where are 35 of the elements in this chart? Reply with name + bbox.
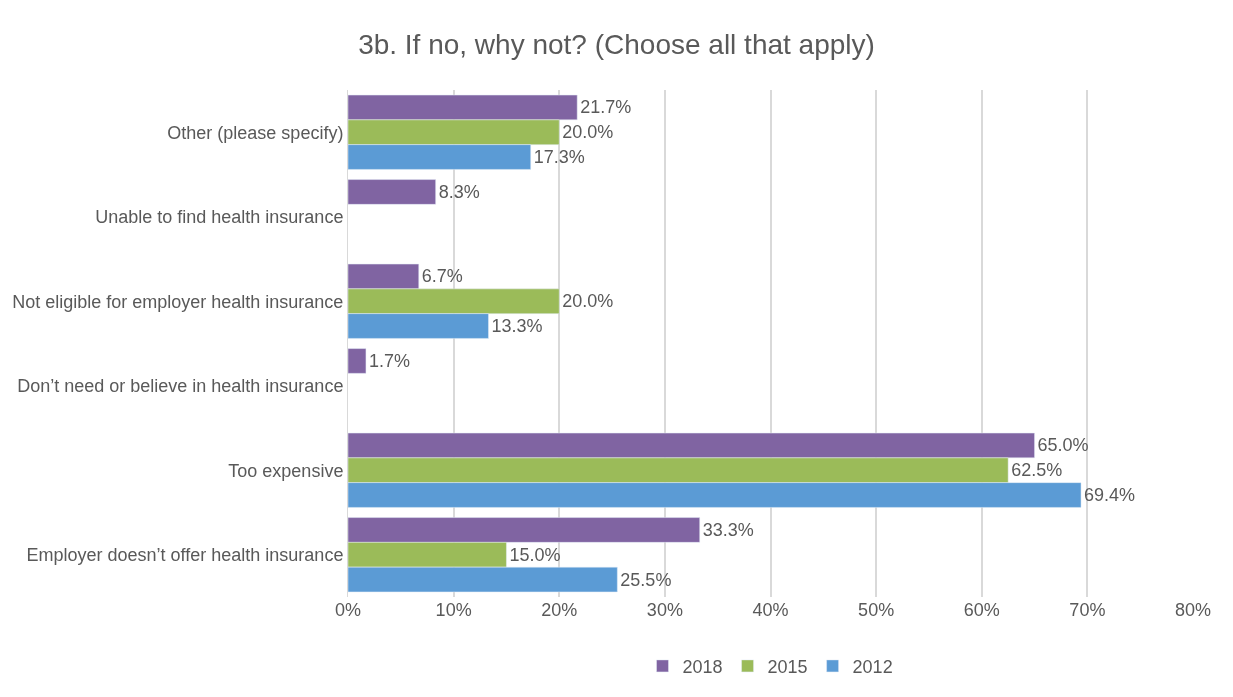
x-tick-label: 40%	[752, 600, 789, 620]
data-label: 8.3%	[438, 181, 480, 202]
data-label: 25.5%	[620, 569, 672, 590]
legend-label: 2018	[682, 656, 723, 677]
bar	[348, 348, 367, 374]
x-tick-label: 0%	[334, 600, 362, 620]
x-tick-label: 20%	[541, 600, 578, 620]
x-tick-label: 50%	[858, 600, 895, 620]
y-tick-label: Other (please specify)	[167, 122, 344, 143]
data-label: 33.3%	[702, 519, 754, 540]
bar	[348, 179, 436, 205]
y-tick-label: Don’t need or believe in health insurance	[17, 376, 344, 397]
data-label: 69.4%	[1084, 485, 1136, 506]
data-label: 62.5%	[1011, 460, 1063, 481]
chart-title: 3b. If no, why not? (Choose all that apply)	[358, 29, 875, 61]
x-tick-label: 60%	[963, 600, 1000, 620]
y-tick-label: Employer doesn’t offer health insurance	[26, 545, 344, 566]
y-tick-label: Not eligible for employer health insurance	[12, 291, 344, 312]
x-tick-label: 10%	[435, 600, 472, 620]
x-tick-label: 80%	[1174, 600, 1212, 620]
x-tick-label: 30%	[646, 600, 683, 620]
data-label: 13.3%	[491, 316, 543, 337]
y-tick-label: Too expensive	[228, 460, 344, 481]
data-label: 17.3%	[533, 147, 585, 168]
data-label: 20.0%	[562, 122, 614, 143]
data-label: 15.0%	[509, 544, 561, 565]
y-tick-label: Unable to find health insurance	[95, 207, 344, 228]
data-label: 1.7%	[368, 350, 410, 371]
legend-label: 2012	[852, 656, 893, 677]
data-label: 65.0%	[1037, 435, 1089, 456]
legend-label: 2015	[767, 656, 808, 677]
x-tick-label: 70%	[1069, 600, 1106, 620]
data-label: 21.7%	[580, 97, 632, 118]
data-label: 6.7%	[421, 266, 463, 287]
data-label: 20.0%	[562, 291, 614, 312]
